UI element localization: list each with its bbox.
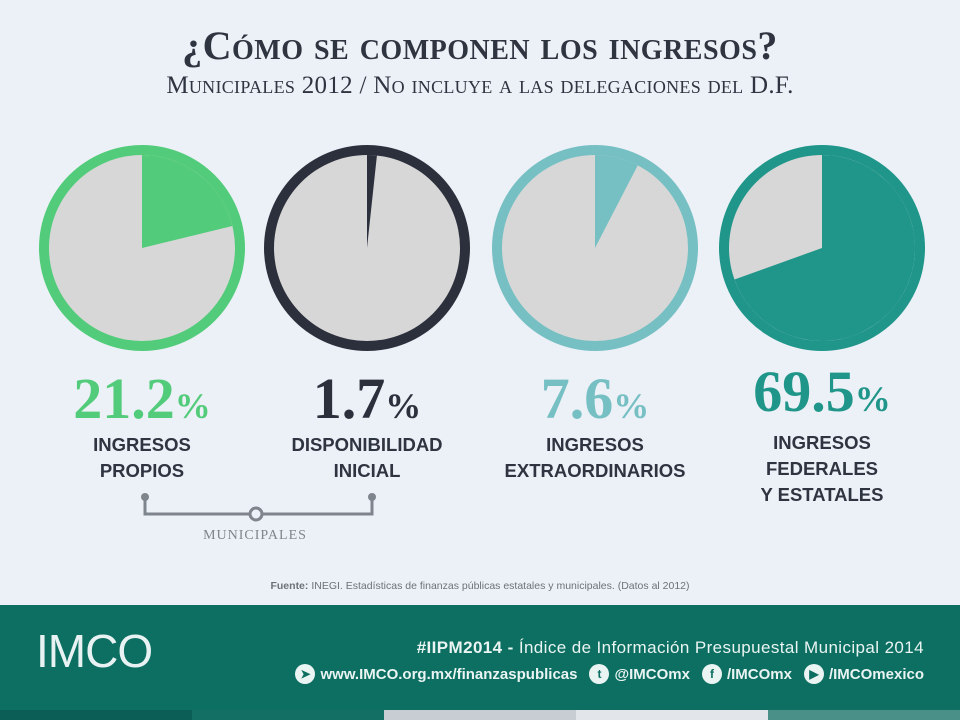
category-label-line: PROPIOS <box>99 460 185 481</box>
category-label-line: Y ESTATALES <box>760 484 884 505</box>
category-label-line: INICIAL <box>333 460 401 481</box>
pie-charts <box>39 145 925 522</box>
bracket-center-node <box>248 506 264 522</box>
pie-slice <box>595 155 638 248</box>
percentage-value: 1.7% <box>257 370 477 428</box>
social-link-text: /IMCOmx <box>726 665 792 683</box>
percentage-number: 7.6 <box>540 366 614 431</box>
percentage-sign: % <box>854 379 891 419</box>
social-links: ➤ www.IMCO.org.mx/finanzaspublicas t @IMCOm… <box>295 664 924 684</box>
source-note: Fuente: INEGI. Estadísticas de finanzas … <box>0 580 960 592</box>
category-label-line: INGRESOS <box>93 434 191 455</box>
social-link[interactable]: ▶/IMCOmexico <box>803 664 924 684</box>
source-text: INEGI. Estadísticas de finanzas públicas… <box>308 580 690 592</box>
social-link[interactable]: ➤ www.IMCO.org.mx/finanzaspublicas <box>295 664 577 684</box>
category-label-line: INGRESOS <box>546 434 644 455</box>
page-subtitle: Municipales 2012 / No incluye a las dele… <box>166 72 794 99</box>
bracket-end-dot <box>141 493 149 501</box>
percentage-value: 7.6% <box>485 370 705 428</box>
category-label: DISPONIBILIDAD INICIAL <box>257 432 477 484</box>
percentage-sign: % <box>385 386 422 426</box>
percentage-number: 69.5 <box>753 359 855 424</box>
category-label-line: INGRESOS <box>773 432 871 453</box>
percentage-value: 21.2% <box>32 370 252 428</box>
pie-3 <box>492 145 698 351</box>
hashtag-description: Índice de Información Presupuestal Munic… <box>513 638 924 657</box>
send-icon: ➤ <box>295 664 316 684</box>
bracket-label: MUNICIPALES <box>203 528 307 543</box>
youtube-icon: ▶ <box>803 664 824 684</box>
pie-2 <box>264 145 470 351</box>
footer-stripe <box>768 710 960 720</box>
category-label-line: DISPONIBILIDAD <box>291 434 443 455</box>
source-label: Fuente: <box>270 580 309 592</box>
category-label: INGRESOS EXTRAORDINARIOS <box>485 432 705 484</box>
municipales-bracket <box>141 493 376 522</box>
footer-stripe <box>384 710 576 720</box>
pie-slice <box>734 155 916 341</box>
pie-slice <box>367 155 377 248</box>
category-label-line: FEDERALES <box>765 458 879 479</box>
social-link-text: /IMCOmexico <box>828 665 924 683</box>
page-title: ¿Cómo se componen los ingresos? <box>182 23 778 68</box>
social-link-text: www.IMCO.org.mx/finanzaspublicas <box>320 665 578 683</box>
category-label-line: EXTRAORDINARIOS <box>504 460 686 481</box>
category-label: INGRESOS FEDERALES Y ESTATALES <box>712 430 932 508</box>
pie-1 <box>39 145 245 351</box>
footer-stripe <box>576 710 768 720</box>
hashtag-line: #IIPM2014 - Índice de Información Presup… <box>417 638 924 658</box>
percentage-number: 21.2 <box>73 366 175 431</box>
pie-slice <box>142 155 233 248</box>
bracket-end-dot <box>368 493 376 501</box>
footer-stripe <box>192 710 384 720</box>
twitter-icon: t <box>589 664 610 684</box>
footer-stripes <box>0 710 960 720</box>
category-label: INGRESOS PROPIOS <box>32 432 252 484</box>
hashtag: #IIPM2014 - <box>416 638 514 657</box>
percentage-number: 1.7 <box>312 366 386 431</box>
percentage-sign: % <box>613 386 650 426</box>
imco-logo: IMCO <box>36 625 153 677</box>
facebook-icon: f <box>701 664 722 684</box>
percentage-sign: % <box>174 386 211 426</box>
percentage-value: 69.5% <box>712 363 932 421</box>
social-link[interactable]: t @IMCOmx <box>589 664 690 684</box>
pie-4 <box>719 145 925 351</box>
footer-stripe <box>0 710 192 720</box>
footer-bar <box>0 605 960 710</box>
social-link[interactable]: f/IMCOmx <box>701 664 792 684</box>
social-link-text: @IMCOmx <box>614 665 690 683</box>
